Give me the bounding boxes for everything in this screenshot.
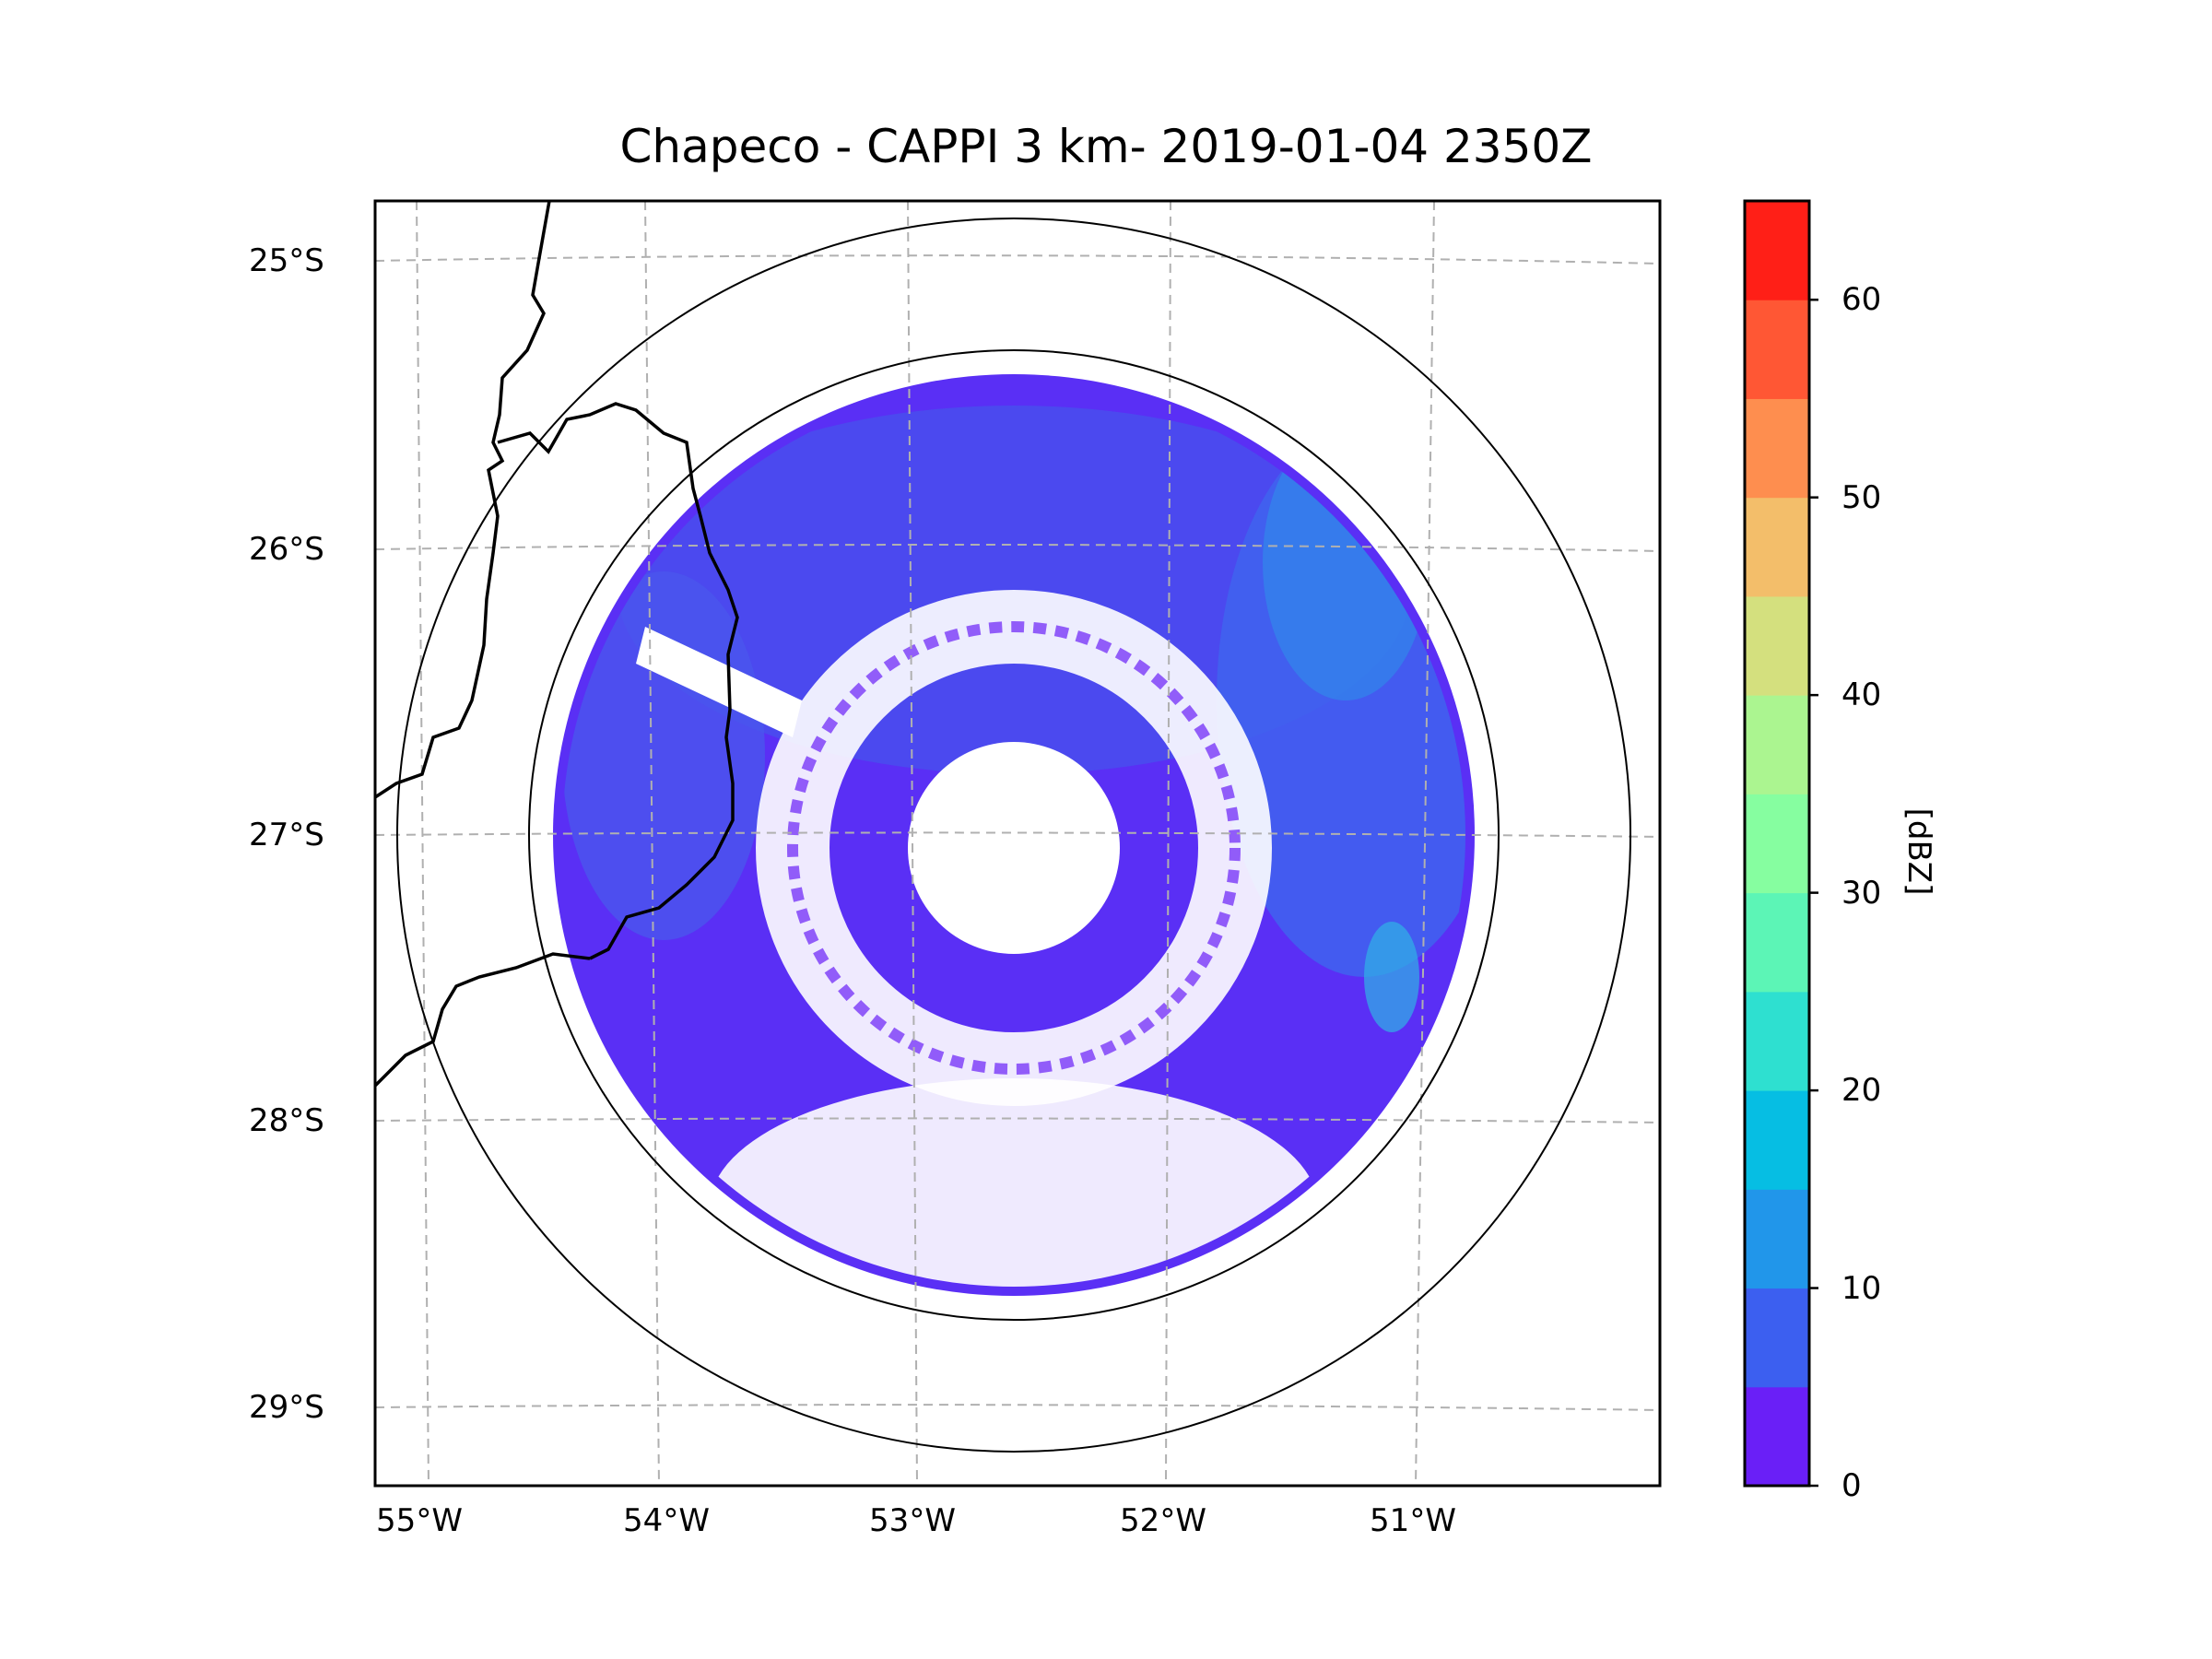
meridian-55w bbox=[416, 201, 429, 1486]
colorbar-tick-label: 60 bbox=[1841, 281, 1882, 319]
colorbar-label: [dBZ] bbox=[1900, 807, 1937, 896]
colorbar bbox=[1743, 199, 1818, 1488]
range-ring-outer bbox=[396, 218, 1631, 1453]
lat-label-27s: 27°S bbox=[249, 817, 324, 853]
meridian-52w bbox=[1165, 201, 1171, 1486]
reflectivity-field bbox=[553, 374, 1475, 1296]
lon-label-53w: 53°W bbox=[869, 1502, 956, 1539]
colorbar-segment bbox=[1745, 1189, 1809, 1289]
echo-ring-speckle bbox=[787, 621, 1241, 1075]
border-argentina-paraguay bbox=[375, 201, 551, 799]
parallel-26s bbox=[375, 543, 1660, 552]
echo-gap-south bbox=[710, 1078, 1318, 1287]
lon-label-51w: 51°W bbox=[1370, 1502, 1456, 1539]
parallel-29s bbox=[375, 1404, 1660, 1411]
colorbar-segment bbox=[1745, 398, 1809, 499]
lon-label-52w: 52°W bbox=[1120, 1502, 1206, 1539]
lat-label-29s: 29°S bbox=[249, 1389, 324, 1426]
parallel-25s bbox=[375, 254, 1660, 265]
colorbar-segment bbox=[1745, 595, 1809, 696]
graticule bbox=[375, 201, 1660, 1486]
colorbar-segment bbox=[1745, 497, 1809, 597]
echo-cone-of-silence bbox=[908, 742, 1120, 954]
colorbar-frame bbox=[1743, 199, 1811, 1488]
colorbar-segment bbox=[1745, 991, 1809, 1091]
colorbar-tick-label: 50 bbox=[1841, 478, 1882, 516]
colorbar-segment bbox=[1745, 892, 1809, 993]
colorbar-tick-label: 30 bbox=[1841, 874, 1882, 912]
beam-blockage bbox=[636, 627, 802, 737]
border-misiones bbox=[497, 402, 739, 960]
lat-label-26s: 26°S bbox=[249, 531, 324, 568]
border-uruguay-river bbox=[375, 952, 591, 1088]
colorbar-tick-label: 20 bbox=[1841, 1072, 1882, 1110]
colorbar-segment bbox=[1745, 695, 1809, 794]
echo-cell-e bbox=[1364, 922, 1419, 1032]
chart-title: Chapeco - CAPPI 3 km- 2019-01-04 2350Z bbox=[619, 120, 1593, 173]
meridian-51w bbox=[1415, 201, 1435, 1486]
colorbar-segment bbox=[1745, 201, 1809, 300]
lat-label-25s: 25°S bbox=[249, 242, 324, 279]
colorbar-tick-label: 10 bbox=[1841, 1269, 1882, 1307]
lat-label-28s: 28°S bbox=[249, 1102, 324, 1139]
lon-label-54w: 54°W bbox=[623, 1502, 710, 1539]
meridian-54w bbox=[644, 201, 660, 1486]
parallel-28s bbox=[375, 1117, 1660, 1124]
colorbar-segment bbox=[1745, 794, 1809, 894]
colorbar-segment bbox=[1745, 1090, 1809, 1190]
map-area bbox=[375, 201, 1660, 1486]
colorbar-tick-label: 40 bbox=[1841, 677, 1882, 714]
meridian-53w bbox=[907, 201, 918, 1486]
lon-label-55w: 55°W bbox=[376, 1502, 463, 1539]
colorbar-segment bbox=[1745, 1386, 1809, 1487]
parallel-27s bbox=[375, 831, 1660, 838]
map-frame bbox=[373, 199, 1662, 1488]
range-ring-inner bbox=[528, 349, 1500, 1321]
colorbar-segment bbox=[1745, 1288, 1809, 1388]
colorbar-tick-label: 0 bbox=[1841, 1467, 1862, 1504]
political-borders bbox=[375, 201, 739, 1088]
colorbar-segment bbox=[1745, 300, 1809, 399]
